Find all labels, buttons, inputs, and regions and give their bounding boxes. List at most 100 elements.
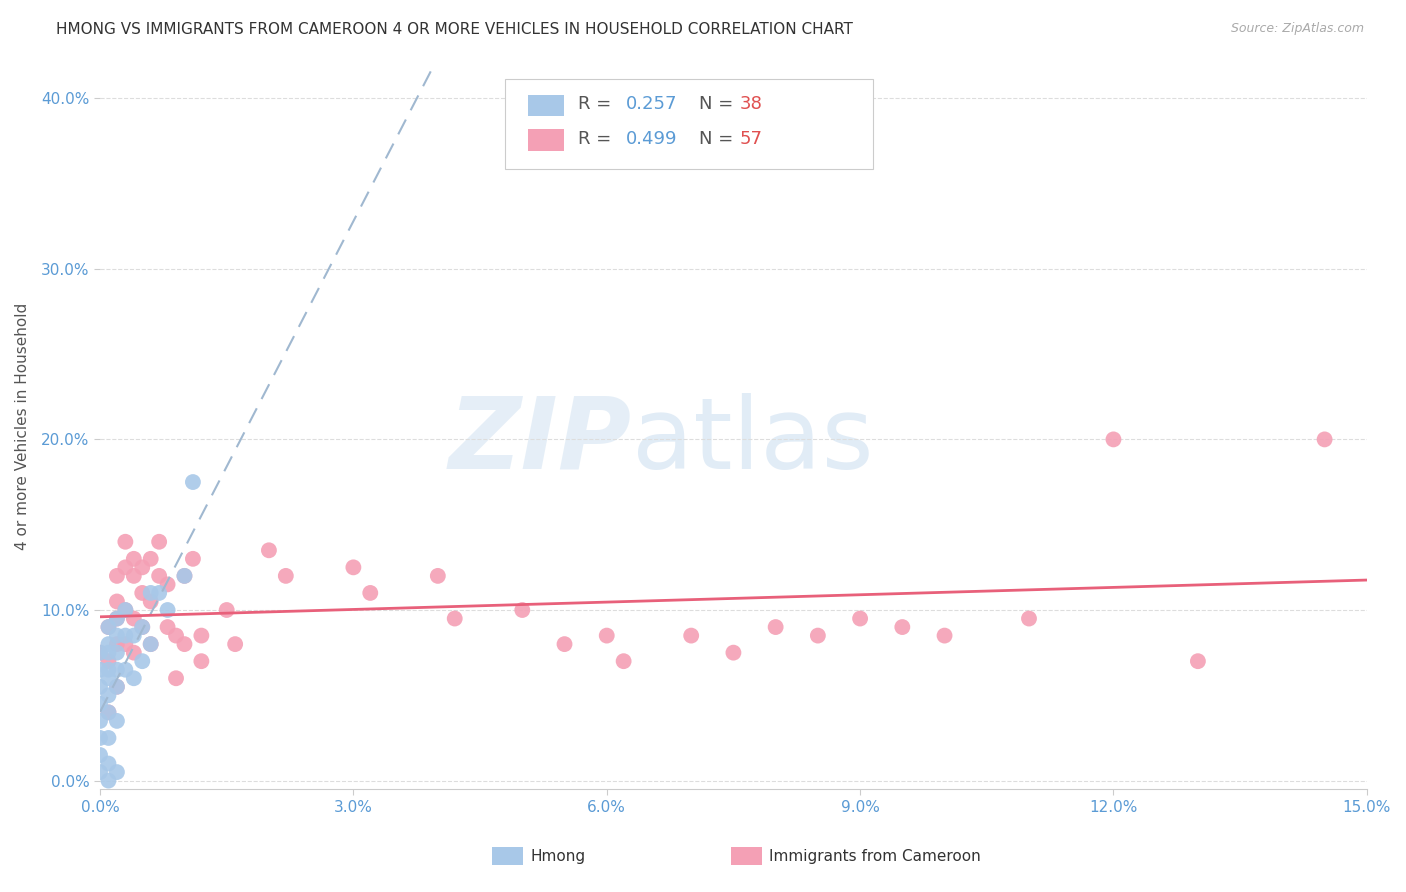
- Point: [510, 603, 533, 617]
- Text: R =: R =: [578, 95, 617, 113]
- Point: [934, 629, 956, 643]
- Point: [215, 603, 238, 617]
- FancyBboxPatch shape: [505, 78, 873, 169]
- Point: [723, 646, 745, 660]
- Point: [173, 569, 195, 583]
- Point: [105, 611, 128, 625]
- Point: [274, 569, 297, 583]
- Point: [89, 714, 111, 728]
- Point: [148, 586, 170, 600]
- Point: [190, 629, 212, 643]
- Point: [105, 680, 128, 694]
- Point: [443, 611, 465, 625]
- Point: [1313, 433, 1336, 447]
- Point: [105, 765, 128, 780]
- Point: [89, 765, 111, 780]
- Point: [97, 706, 120, 720]
- Text: 57: 57: [740, 129, 762, 148]
- Point: [613, 654, 636, 668]
- Point: [97, 654, 120, 668]
- Text: Hmong: Hmong: [530, 849, 585, 863]
- Point: [165, 671, 187, 685]
- Point: [1102, 433, 1125, 447]
- Point: [139, 594, 162, 608]
- Point: [122, 569, 145, 583]
- Point: [105, 663, 128, 677]
- Point: [156, 620, 179, 634]
- Point: [122, 611, 145, 625]
- Point: [359, 586, 381, 600]
- Point: [765, 620, 787, 634]
- Point: [105, 629, 128, 643]
- Point: [122, 671, 145, 685]
- Point: [122, 551, 145, 566]
- Point: [97, 773, 120, 788]
- Point: [257, 543, 280, 558]
- Point: [105, 637, 128, 651]
- Point: [89, 697, 111, 711]
- Point: [105, 714, 128, 728]
- Point: [139, 586, 162, 600]
- Point: [181, 551, 204, 566]
- Point: [1018, 611, 1040, 625]
- Point: [89, 663, 111, 677]
- Point: [224, 637, 246, 651]
- Point: [114, 534, 136, 549]
- Text: HMONG VS IMMIGRANTS FROM CAMEROON 4 OR MORE VEHICLES IN HOUSEHOLD CORRELATION CH: HMONG VS IMMIGRANTS FROM CAMEROON 4 OR M…: [56, 22, 853, 37]
- Point: [148, 534, 170, 549]
- Point: [131, 654, 153, 668]
- Text: 0.499: 0.499: [626, 129, 678, 148]
- Point: [554, 637, 576, 651]
- Point: [173, 569, 195, 583]
- Point: [181, 475, 204, 489]
- Text: atlas: atlas: [633, 392, 873, 490]
- Point: [97, 646, 120, 660]
- Point: [173, 637, 195, 651]
- Point: [139, 551, 162, 566]
- Point: [131, 586, 153, 600]
- FancyBboxPatch shape: [529, 95, 564, 116]
- Point: [190, 654, 212, 668]
- Point: [156, 603, 179, 617]
- Point: [114, 663, 136, 677]
- Point: [89, 747, 111, 762]
- Point: [89, 646, 111, 660]
- Point: [114, 603, 136, 617]
- Text: N =: N =: [699, 129, 740, 148]
- Point: [97, 706, 120, 720]
- Text: 0.257: 0.257: [626, 95, 678, 113]
- Point: [426, 569, 449, 583]
- Text: Immigrants from Cameroon: Immigrants from Cameroon: [769, 849, 981, 863]
- Point: [105, 680, 128, 694]
- Point: [97, 756, 120, 771]
- Point: [114, 637, 136, 651]
- Point: [156, 577, 179, 591]
- Text: ZIP: ZIP: [449, 392, 633, 490]
- Point: [891, 620, 914, 634]
- Point: [1187, 654, 1209, 668]
- Text: Source: ZipAtlas.com: Source: ZipAtlas.com: [1230, 22, 1364, 36]
- Point: [89, 731, 111, 745]
- Point: [97, 637, 120, 651]
- Point: [105, 594, 128, 608]
- Y-axis label: 4 or more Vehicles in Household: 4 or more Vehicles in Household: [15, 303, 30, 550]
- Text: 38: 38: [740, 95, 762, 113]
- Point: [681, 629, 703, 643]
- Point: [97, 620, 120, 634]
- Text: R =: R =: [578, 129, 617, 148]
- Point: [139, 637, 162, 651]
- Point: [97, 620, 120, 634]
- Point: [114, 560, 136, 574]
- Point: [122, 646, 145, 660]
- Point: [131, 560, 153, 574]
- Point: [148, 569, 170, 583]
- Point: [97, 731, 120, 745]
- Point: [105, 646, 128, 660]
- FancyBboxPatch shape: [529, 129, 564, 151]
- Point: [97, 663, 120, 677]
- Point: [122, 629, 145, 643]
- Point: [131, 620, 153, 634]
- Point: [105, 569, 128, 583]
- Point: [849, 611, 872, 625]
- Point: [131, 620, 153, 634]
